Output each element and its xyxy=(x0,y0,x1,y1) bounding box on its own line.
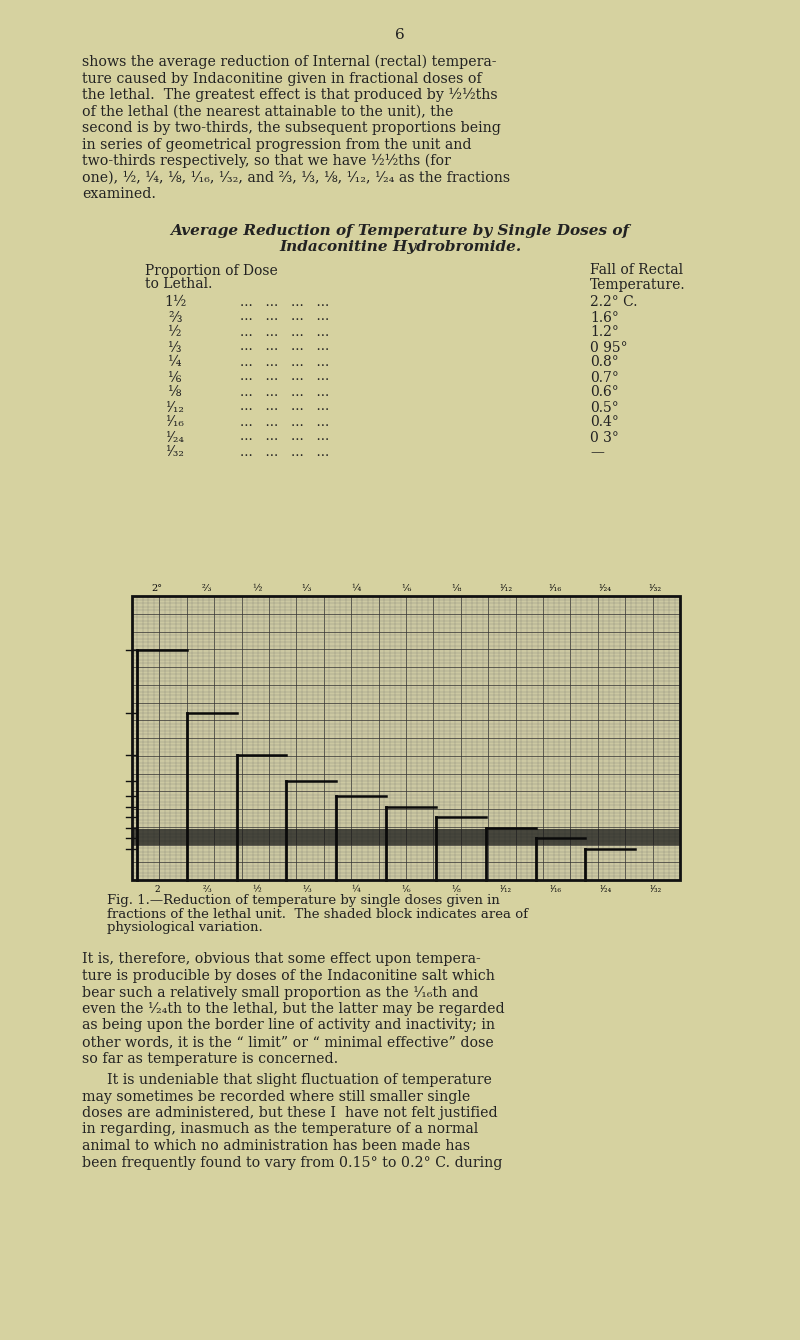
Text: ...   ...   ...   ...: ... ... ... ... xyxy=(240,430,330,444)
Text: animal to which no administration has been made has: animal to which no administration has be… xyxy=(82,1139,470,1152)
Bar xyxy=(132,596,680,880)
Text: 0.7°: 0.7° xyxy=(590,370,619,385)
Text: bear such a relatively small proportion as the ¹⁄₁₆th and: bear such a relatively small proportion … xyxy=(82,985,478,1000)
Text: in regarding, inasmuch as the temperature of a normal: in regarding, inasmuch as the temperatur… xyxy=(82,1123,478,1136)
Text: ⅙: ⅙ xyxy=(168,370,182,385)
Text: 2.2° C.: 2.2° C. xyxy=(590,296,638,310)
Bar xyxy=(132,596,680,880)
Text: 0.8°: 0.8° xyxy=(590,355,618,370)
Text: 0.4°: 0.4° xyxy=(590,415,619,430)
Text: 0.5°: 0.5° xyxy=(590,401,618,414)
Text: 0.6°: 0.6° xyxy=(590,386,618,399)
Text: shows the average reduction of Internal (rectal) tempera-: shows the average reduction of Internal … xyxy=(82,55,497,70)
Text: Average Reduction of Temperature by Single Doses of: Average Reduction of Temperature by Sing… xyxy=(170,224,630,237)
Text: ⅔: ⅔ xyxy=(202,884,211,894)
Text: ¹⁄₃₂: ¹⁄₃₂ xyxy=(649,584,662,594)
Text: ⅓: ⅓ xyxy=(302,584,311,594)
Text: ¹⁄₁₆: ¹⁄₁₆ xyxy=(549,584,562,594)
Bar xyxy=(132,829,680,844)
Text: ⅔: ⅔ xyxy=(202,584,211,594)
Text: ...   ...   ...   ...: ... ... ... ... xyxy=(240,401,330,414)
Text: 1.2°: 1.2° xyxy=(590,326,619,339)
Text: two-thirds respectively, so that we have ½½ths (for: two-thirds respectively, so that we have… xyxy=(82,154,451,169)
Text: ...   ...   ...   ...: ... ... ... ... xyxy=(240,340,330,354)
Text: ⅓: ⅓ xyxy=(302,884,310,894)
Text: Fig. 1.—Reduction of temperature by single doses given in: Fig. 1.—Reduction of temperature by sing… xyxy=(107,894,500,907)
Text: ⅛: ⅛ xyxy=(451,584,461,594)
Text: even the ¹⁄₂₄th to the lethal, but the latter may be regarded: even the ¹⁄₂₄th to the lethal, but the l… xyxy=(82,1002,505,1016)
Text: other words, it is the “ limit” or “ minimal effective” dose: other words, it is the “ limit” or “ min… xyxy=(82,1034,494,1049)
Text: ...   ...   ...   ...: ... ... ... ... xyxy=(240,386,330,398)
Text: Proportion of Dose: Proportion of Dose xyxy=(145,264,278,277)
Text: ture caused by Indaconitine given in fractional doses of: ture caused by Indaconitine given in fra… xyxy=(82,71,482,86)
Text: —: — xyxy=(590,445,604,460)
Text: ...   ...   ...   ...: ... ... ... ... xyxy=(240,296,330,308)
Text: ⅙: ⅙ xyxy=(402,884,410,894)
Text: 0 95°: 0 95° xyxy=(590,340,628,355)
Text: of the lethal (the nearest attainable to the unit), the: of the lethal (the nearest attainable to… xyxy=(82,105,454,118)
Text: ¹⁄₃₂: ¹⁄₃₂ xyxy=(166,445,185,460)
Text: ¹⁄₁₂: ¹⁄₁₂ xyxy=(166,401,185,414)
Text: ¼: ¼ xyxy=(168,355,182,370)
Text: physiological variation.: physiological variation. xyxy=(107,921,262,934)
Text: 0 3°: 0 3° xyxy=(590,430,619,445)
Text: It is undeniable that slight fluctuation of temperature: It is undeniable that slight fluctuation… xyxy=(107,1073,492,1087)
Text: examined.: examined. xyxy=(82,188,156,201)
Text: ⅛: ⅛ xyxy=(168,386,182,399)
Text: ¼: ¼ xyxy=(351,584,361,594)
Text: ¹⁄₂₄: ¹⁄₂₄ xyxy=(166,430,185,445)
Text: doses are administered, but these I  have not felt justified: doses are administered, but these I have… xyxy=(82,1106,498,1120)
Text: ¼: ¼ xyxy=(352,884,361,894)
Text: ¹⁄₂₄: ¹⁄₂₄ xyxy=(598,584,612,594)
Text: ¹⁄₂₄: ¹⁄₂₄ xyxy=(599,884,611,894)
Text: the lethal.  The greatest effect is that produced by ½½ths: the lethal. The greatest effect is that … xyxy=(82,88,498,102)
Text: ⅛: ⅛ xyxy=(451,884,460,894)
Text: been frequently found to vary from 0.15° to 0.2° C. during: been frequently found to vary from 0.15°… xyxy=(82,1155,502,1170)
Text: Fall of Rectal: Fall of Rectal xyxy=(590,264,683,277)
Text: in series of geometrical progression from the unit and: in series of geometrical progression fro… xyxy=(82,138,471,151)
Text: ture is producible by doses of the Indaconitine salt which: ture is producible by doses of the Indac… xyxy=(82,969,495,984)
Text: ¹⁄₁₂: ¹⁄₁₂ xyxy=(499,584,512,594)
Text: 6: 6 xyxy=(395,28,405,42)
Text: ½: ½ xyxy=(168,326,182,339)
Text: ⅓: ⅓ xyxy=(168,340,182,355)
Text: ¹⁄₁₂: ¹⁄₁₂ xyxy=(499,884,512,894)
Text: as being upon the border line of activity and inactivity; in: as being upon the border line of activit… xyxy=(82,1018,495,1033)
Text: ⅙: ⅙ xyxy=(402,584,410,594)
Text: ...   ...   ...   ...: ... ... ... ... xyxy=(240,355,330,369)
Text: Indaconitine Hydrobromide.: Indaconitine Hydrobromide. xyxy=(279,240,521,255)
Text: ¹⁄₁₆: ¹⁄₁₆ xyxy=(550,884,562,894)
Text: one), ½, ¼, ⅛, ¹⁄₁₆, ¹⁄₃₂, and ⅔, ⅓, ⅛, ¹⁄₁₂, ¹⁄₂₄ as the fractions: one), ½, ¼, ⅛, ¹⁄₁₆, ¹⁄₃₂, and ⅔, ⅓, ⅛, … xyxy=(82,170,510,185)
Text: to Lethal.: to Lethal. xyxy=(145,277,212,292)
Text: ¹⁄₁₆: ¹⁄₁₆ xyxy=(166,415,185,430)
Text: 2: 2 xyxy=(154,884,160,894)
Text: may sometimes be recorded where still smaller single: may sometimes be recorded where still sm… xyxy=(82,1089,470,1104)
Text: ...   ...   ...   ...: ... ... ... ... xyxy=(240,311,330,323)
Text: second is by two-thirds, the subsequent proportions being: second is by two-thirds, the subsequent … xyxy=(82,121,501,135)
Text: ...   ...   ...   ...: ... ... ... ... xyxy=(240,445,330,458)
Text: Temperature.: Temperature. xyxy=(590,277,686,292)
Text: 1½: 1½ xyxy=(164,296,186,310)
Text: ...   ...   ...   ...: ... ... ... ... xyxy=(240,415,330,429)
Text: ½: ½ xyxy=(252,584,262,594)
Text: ⅔: ⅔ xyxy=(168,311,182,324)
Text: fractions of the lethal unit.  The shaded block indicates area of: fractions of the lethal unit. The shaded… xyxy=(107,907,528,921)
Text: It is, therefore, obvious that some effect upon tempera-: It is, therefore, obvious that some effe… xyxy=(82,953,481,966)
Text: 1.6°: 1.6° xyxy=(590,311,619,324)
Text: ½: ½ xyxy=(252,884,261,894)
Text: so far as temperature is concerned.: so far as temperature is concerned. xyxy=(82,1052,338,1065)
Text: ...   ...   ...   ...: ... ... ... ... xyxy=(240,326,330,339)
Text: 2°: 2° xyxy=(151,584,162,594)
Text: ...   ...   ...   ...: ... ... ... ... xyxy=(240,370,330,383)
Text: ¹⁄₃₂: ¹⁄₃₂ xyxy=(649,884,662,894)
